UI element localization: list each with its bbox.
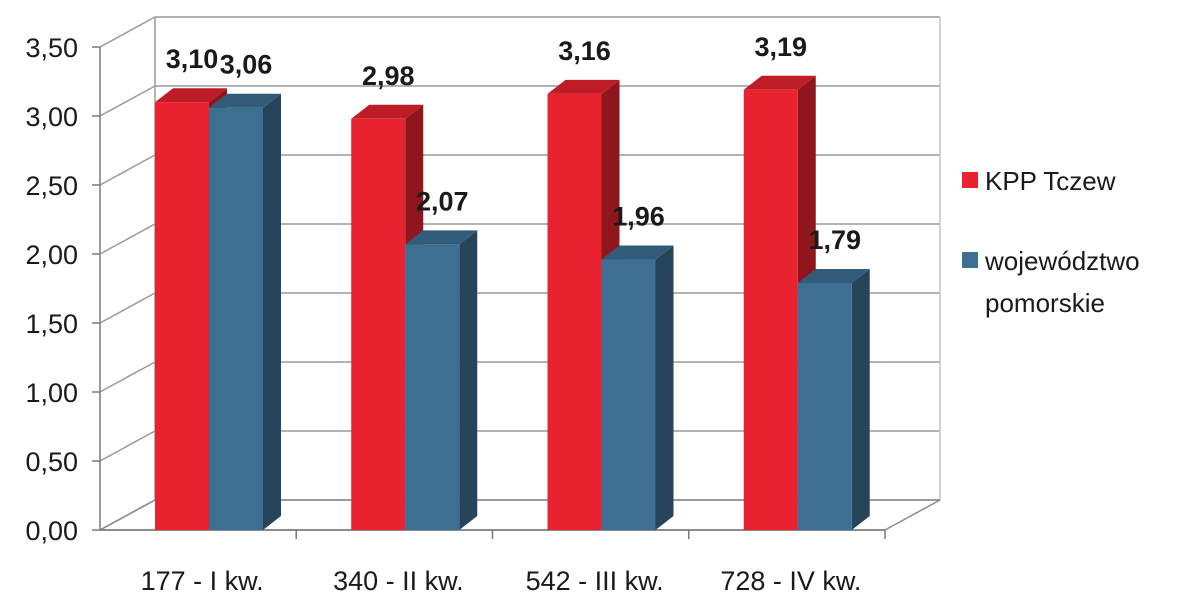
data-label: 3,06 [220,50,273,80]
gridline-side [99,223,156,255]
bar-top [547,79,620,94]
x-category-label: 542 - III kw. [526,566,664,593]
legend-label: pomorskie [985,288,1105,318]
data-label: 3,16 [558,36,611,66]
legend: KPP Tczew województwo pomorskie [962,166,1140,318]
bar-front [155,102,209,530]
legend-label: województwo [984,246,1140,276]
bar [601,245,674,530]
y-tick-label: 2,50 [25,171,78,201]
data-label: 2,98 [362,61,415,91]
y-tick-label: 0,00 [25,516,78,546]
x-category-label: 340 - II kw. [333,566,464,593]
bar-front [209,107,263,530]
bar-top [155,88,227,103]
gridline-side [99,16,156,48]
bar-front [405,244,460,530]
y-tick-label: 3,00 [25,102,78,132]
y-tick-label: 1,50 [25,309,78,339]
y-tick-label: 1,00 [25,378,78,408]
bar-top [797,268,870,283]
bar-top [405,230,478,245]
bar-side [459,230,478,530]
bar [797,268,870,530]
x-category-label: 728 - IV kw. [720,566,861,593]
bar-front [547,93,602,531]
bars [155,75,870,531]
data-labels: 3,10 3,06 2,98 2,07 3,16 1,96 3,19 1,79 [166,32,861,255]
bar-side [655,245,674,530]
legend-label: KPP Tczew [985,166,1116,196]
data-label: 1,79 [808,225,861,255]
x-category-label: 177 - I kw. [141,566,264,593]
bar-front [797,282,852,530]
gridline-side [99,292,156,324]
bar-side [851,268,870,530]
y-tick-label: 2,00 [25,240,78,270]
bar-front [601,259,656,530]
data-label: 2,07 [416,186,469,216]
legend-swatch [962,252,978,268]
axes: 0,00 0,50 1,00 1,50 2,00 2,50 3,00 3,50 177 - I … [25,33,886,593]
legend-swatch [962,172,978,188]
bar-top [351,104,424,119]
gridline-side [99,361,156,393]
bar-top [601,245,674,260]
bar-top [743,75,816,90]
y-tick-label: 0,50 [25,447,78,477]
gridline-side [99,85,156,117]
gridline-side [99,430,156,462]
bar-top [209,93,281,108]
bar-front [743,89,798,530]
data-label: 3,10 [166,44,219,74]
bar [405,230,478,530]
bar [209,93,281,530]
data-label: 1,96 [612,202,665,232]
bar-side [263,93,281,530]
y-tick-label: 3,50 [25,33,78,63]
data-label: 3,19 [754,32,807,62]
gridline-side [99,154,156,186]
bar-front [351,118,406,530]
